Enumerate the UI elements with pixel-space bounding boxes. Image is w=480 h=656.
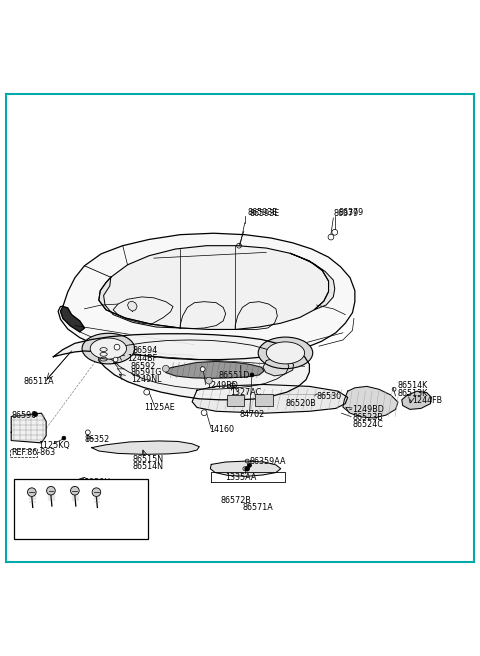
Ellipse shape xyxy=(266,342,305,364)
Text: 84702: 84702 xyxy=(240,409,265,419)
Ellipse shape xyxy=(82,333,135,364)
Text: 14160: 14160 xyxy=(209,426,234,434)
Text: 86530: 86530 xyxy=(317,392,342,401)
Circle shape xyxy=(33,412,37,417)
Text: 86511A: 86511A xyxy=(24,377,54,386)
Circle shape xyxy=(144,389,150,395)
Text: 86920H: 86920H xyxy=(80,478,111,487)
Text: 1249JA 86593F: 1249JA 86593F xyxy=(24,485,84,494)
Bar xyxy=(10,449,36,457)
Text: 86572B: 86572B xyxy=(221,496,252,505)
Text: 86593E: 86593E xyxy=(250,209,280,218)
Ellipse shape xyxy=(258,337,313,369)
Circle shape xyxy=(47,486,55,495)
Text: 86352: 86352 xyxy=(84,434,110,443)
Ellipse shape xyxy=(90,338,127,359)
Bar xyxy=(14,479,148,539)
Text: 86590: 86590 xyxy=(11,411,36,420)
Circle shape xyxy=(162,365,169,372)
Circle shape xyxy=(92,488,101,497)
Text: 1249NL: 1249NL xyxy=(131,375,161,384)
Polygon shape xyxy=(128,301,137,311)
Polygon shape xyxy=(92,441,199,455)
Text: REF.86-863: REF.86-863 xyxy=(11,448,55,457)
Circle shape xyxy=(205,377,212,384)
Text: 86379: 86379 xyxy=(333,209,359,218)
Text: 86359AA: 86359AA xyxy=(250,457,286,466)
Polygon shape xyxy=(11,413,46,443)
Text: 86591G: 86591G xyxy=(131,369,162,377)
Polygon shape xyxy=(210,461,281,476)
Text: 86515N: 86515N xyxy=(132,455,163,464)
Circle shape xyxy=(71,486,79,495)
Text: 86593E: 86593E xyxy=(247,208,277,216)
Circle shape xyxy=(62,436,66,440)
Text: 1244BF: 1244BF xyxy=(128,354,157,363)
Polygon shape xyxy=(58,234,355,359)
Text: 1249BD: 1249BD xyxy=(206,381,239,390)
Circle shape xyxy=(245,466,250,471)
Text: 1327AC: 1327AC xyxy=(230,388,262,397)
Polygon shape xyxy=(192,384,348,413)
Text: 86592: 86592 xyxy=(131,362,156,371)
Text: 86520B: 86520B xyxy=(286,399,316,408)
Bar xyxy=(227,395,244,407)
Text: 86594: 86594 xyxy=(132,346,157,356)
Text: 86593F: 86593F xyxy=(56,517,85,526)
Text: 1125AE: 1125AE xyxy=(144,403,175,413)
Text: 86379: 86379 xyxy=(338,208,363,216)
Circle shape xyxy=(114,344,120,350)
Text: 1244FB: 1244FB xyxy=(412,396,443,405)
Polygon shape xyxy=(402,391,432,409)
Text: 1249JA: 1249JA xyxy=(31,510,59,519)
Circle shape xyxy=(113,358,118,362)
Polygon shape xyxy=(290,253,335,310)
Circle shape xyxy=(200,367,205,371)
Text: 86523B: 86523B xyxy=(352,413,383,422)
Polygon shape xyxy=(343,386,398,418)
Text: 86513K: 86513K xyxy=(398,388,428,398)
Text: 1335AA: 1335AA xyxy=(226,473,257,482)
Polygon shape xyxy=(60,306,84,332)
Text: 86514N: 86514N xyxy=(132,462,163,471)
Polygon shape xyxy=(166,361,264,379)
Text: 86571A: 86571A xyxy=(242,502,273,512)
Polygon shape xyxy=(99,246,328,329)
Circle shape xyxy=(85,430,90,435)
Text: 86524C: 86524C xyxy=(352,420,384,429)
Text: 86514K: 86514K xyxy=(398,381,428,390)
Text: 1125KQ: 1125KQ xyxy=(38,441,70,450)
Text: 1249BD: 1249BD xyxy=(352,405,384,414)
Text: 86551D: 86551D xyxy=(218,371,250,380)
Polygon shape xyxy=(99,277,180,328)
Polygon shape xyxy=(53,334,310,400)
Circle shape xyxy=(27,488,36,497)
Circle shape xyxy=(201,410,207,416)
Bar xyxy=(255,394,273,405)
Circle shape xyxy=(248,463,252,467)
Polygon shape xyxy=(263,358,294,376)
Circle shape xyxy=(250,373,254,377)
